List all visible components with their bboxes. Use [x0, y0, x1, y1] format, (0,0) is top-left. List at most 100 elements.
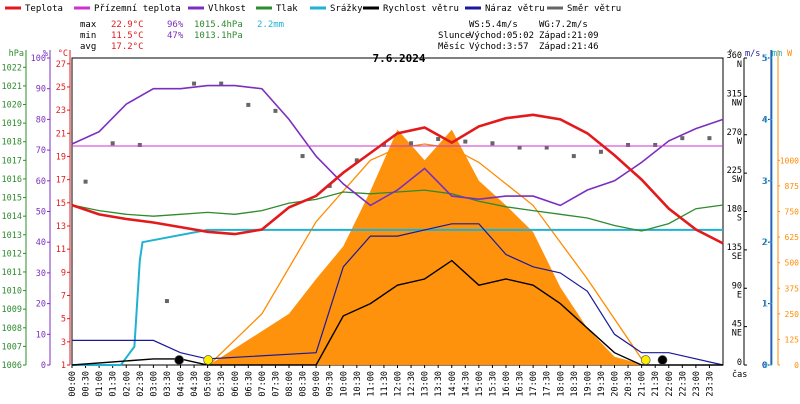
- dir-tick-sub-6: E: [737, 290, 742, 300]
- x-tick-label-4: 02:00: [122, 371, 132, 397]
- wm2-tick-label-6: 750: [785, 208, 800, 217]
- temp-axis-tick-label-10: 7: [61, 291, 66, 301]
- hpa-axis-unit: hPa: [9, 49, 24, 59]
- x-tick-label-18: 09:00: [312, 371, 322, 397]
- x-tick-label-3: 01:30: [109, 371, 119, 397]
- wm2-axis-unit: W: [787, 49, 793, 59]
- wind-direction-point-3: [164, 299, 169, 304]
- axes: hPa1022102110201019101810171016101510141…: [2, 49, 800, 397]
- pct-axis-tick-label-1: 90: [36, 85, 46, 95]
- x-tick-label-10: 05:00: [204, 371, 214, 397]
- wm2-tick-label-11: 125: [785, 335, 800, 344]
- wm2-tick-label-7: 625: [785, 233, 800, 242]
- x-tick-label-21: 10:30: [353, 371, 363, 397]
- dir-tick-sub-1: NW: [732, 98, 743, 108]
- hpa-axis-tick-label-14: 1008: [2, 324, 22, 334]
- legend-label-6: Náraz větru: [485, 4, 545, 14]
- mm-axis-tick-label-2: 3: [763, 177, 768, 187]
- x-tick-label-5: 02:30: [136, 371, 146, 397]
- x-tick-label-26: 13:00: [421, 371, 431, 397]
- wind-direction-point-10: [354, 158, 359, 163]
- x-tick-label-46: 23:00: [692, 371, 702, 397]
- legend-label-2: Vlhkost: [208, 4, 246, 14]
- moon-rise: Východ:3:57: [469, 42, 529, 52]
- dir-tick-sub-0: N: [737, 60, 742, 70]
- wind-direction-point-0: [83, 179, 88, 184]
- wind-direction-point-4: [192, 81, 197, 86]
- wind-direction-point-19: [598, 149, 603, 154]
- stat-max-temp: 22.9°C: [111, 20, 144, 30]
- x-tick-label-20: 10:00: [339, 371, 349, 397]
- ms-axis-unit: m/s: [745, 49, 760, 59]
- dir-tick-label-8: 0: [737, 358, 742, 368]
- humidity-line: [71, 84, 724, 207]
- wm2-tick-label-5: 875: [785, 182, 800, 191]
- sun-rise: Východ:05:02: [469, 31, 534, 41]
- wind-direction-point-17: [544, 145, 549, 150]
- legend: Teplota Přízemní teplota Vlhkost Tlak Srážky…: [5, 4, 621, 14]
- mm-axis-tick-label-5: 0: [763, 361, 768, 371]
- dir-tick-label-5: 135: [727, 243, 742, 253]
- wind-direction-point-18: [571, 154, 576, 159]
- x-tick-label-15: 07:30: [271, 371, 281, 397]
- x-tick-label-7: 03:30: [163, 371, 173, 397]
- pct-axis-tick-label-3: 70: [36, 146, 46, 156]
- x-tick-label-35: 17:30: [543, 371, 553, 397]
- mm-axis-tick-label-0: 5: [763, 54, 768, 64]
- sun-label: Slunce: [438, 31, 471, 41]
- hpa-axis-tick-label-2: 1020: [2, 101, 22, 111]
- x-tick-label-47: 23:30: [705, 371, 715, 397]
- stat-max-label: max: [80, 20, 97, 30]
- temp-axis-tick-label-7: 13: [56, 222, 66, 232]
- x-axis-label: čas: [732, 369, 747, 380]
- dir-tick-sub-2: W: [737, 137, 743, 147]
- x-tick-label-19: 09:30: [326, 371, 336, 397]
- pct-axis-unit: %: [43, 49, 48, 59]
- x-tick-label-27: 13:30: [434, 371, 444, 397]
- x-tick-label-45: 22:30: [678, 371, 688, 397]
- x-tick-label-34: 17:00: [529, 371, 539, 397]
- mm-axis-unit: mm: [772, 49, 782, 59]
- x-tick-label-24: 12:00: [394, 371, 404, 397]
- hpa-axis-tick-label-8: 1014: [2, 212, 22, 222]
- wind-direction-point-11: [381, 142, 386, 147]
- wind-speed-line: [71, 259, 723, 366]
- wind-direction-point-15: [490, 141, 495, 146]
- hpa-axis-tick-label-11: 1011: [2, 268, 22, 278]
- wind-direction-point-7: [273, 108, 278, 113]
- legend-label-0: Teplota: [25, 4, 63, 14]
- temp-axis-tick-label-8: 11: [56, 245, 66, 255]
- x-tick-label-32: 16:00: [502, 371, 512, 397]
- dir-tick-label-0: 360: [727, 51, 742, 61]
- moon-set: Západ:21:46: [539, 42, 599, 52]
- pct-axis-tick-label-9: 10: [36, 330, 46, 340]
- legend-label-5: Rychlost větru: [383, 4, 459, 14]
- dir-tick-sub-4: S: [737, 214, 742, 224]
- x-tick-label-25: 12:30: [407, 371, 417, 397]
- wind-direction-point-22: [680, 136, 685, 141]
- mm-axis-tick-label-1: 4: [763, 115, 768, 125]
- stat-min-hum: 47%: [167, 31, 184, 41]
- stat-max-hum: 96%: [167, 20, 184, 30]
- x-tick-label-1: 00:30: [82, 371, 92, 397]
- wind-direction-point-14: [463, 139, 468, 144]
- pct-axis-tick-label-6: 40: [36, 238, 46, 248]
- temperature-line: [71, 113, 724, 245]
- x-tick-label-2: 01:00: [95, 371, 105, 397]
- x-tick-label-13: 06:30: [244, 371, 254, 397]
- x-tick-label-0: 00:00: [68, 371, 78, 397]
- wm2-tick-label-9: 375: [785, 284, 800, 293]
- x-tick-label-41: 20:30: [624, 371, 634, 397]
- legend-label-3: Tlak: [276, 4, 298, 14]
- rain-line: [72, 228, 723, 366]
- moon-label: Měsíc: [438, 42, 465, 52]
- x-tick-label-28: 14:00: [448, 371, 458, 397]
- hpa-axis-tick-label-15: 1007: [2, 342, 22, 352]
- legend-label-7: Směr větru: [567, 4, 621, 14]
- x-tick-label-17: 08:30: [299, 371, 309, 397]
- x-tick-label-9: 04:30: [190, 371, 200, 397]
- dir-tick-label-7: 45: [732, 320, 742, 330]
- x-tick-label-29: 14:30: [461, 371, 471, 397]
- x-tick-label-12: 06:00: [231, 371, 241, 397]
